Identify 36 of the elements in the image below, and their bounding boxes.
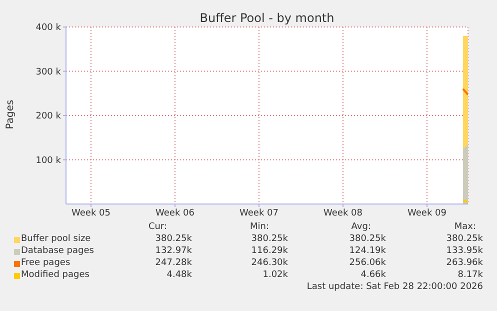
text: 256.06k bbox=[348, 258, 386, 268]
legend-label: Modified pages bbox=[21, 270, 90, 280]
y-tick-label: 300 k bbox=[36, 67, 62, 78]
text: 247.28k bbox=[154, 258, 192, 268]
x-tick-label: Week 07 bbox=[240, 208, 278, 218]
y-axis-title: Pages bbox=[5, 100, 16, 130]
text: 124.19k bbox=[348, 246, 386, 256]
text: 1.02k bbox=[262, 270, 288, 280]
y-tick-label: 400 k bbox=[36, 23, 62, 34]
legend-label: Database pages bbox=[21, 246, 94, 256]
text: 380.25k bbox=[250, 234, 288, 244]
chart-title: Buffer Pool - by month bbox=[198, 11, 336, 25]
text: 380.25k bbox=[348, 234, 386, 244]
text: 132.97k bbox=[154, 246, 192, 256]
text: 133.95k bbox=[445, 246, 483, 256]
text: 246.30k bbox=[250, 258, 288, 268]
legend-label: Buffer pool size bbox=[21, 234, 91, 244]
text: 4.48k bbox=[166, 270, 192, 280]
x-tick-label: Week 05 bbox=[72, 208, 110, 218]
x-tick-label: Week 08 bbox=[324, 208, 363, 218]
text: 263.96k bbox=[445, 258, 483, 268]
y-tick-label: 200 k bbox=[36, 112, 62, 122]
text: Min: bbox=[248, 222, 269, 232]
text: 380.25k bbox=[445, 234, 483, 244]
text: 8.17k bbox=[456, 270, 483, 280]
text: Cur: bbox=[147, 222, 167, 232]
legend-label: Free pages bbox=[21, 258, 70, 268]
x-tick-label: Week 06 bbox=[156, 208, 195, 218]
text: Last update: Sat Feb 28 22:00:00 2026 bbox=[306, 282, 483, 292]
x-tick-label: Week 09 bbox=[408, 208, 447, 218]
y-tick-label: 100 k bbox=[36, 156, 62, 166]
text: Max: bbox=[453, 222, 476, 232]
text: 4.66k bbox=[360, 270, 386, 280]
text: 116.29k bbox=[250, 246, 288, 256]
text: 380.25k bbox=[154, 234, 192, 244]
text: Avg: bbox=[350, 222, 371, 232]
